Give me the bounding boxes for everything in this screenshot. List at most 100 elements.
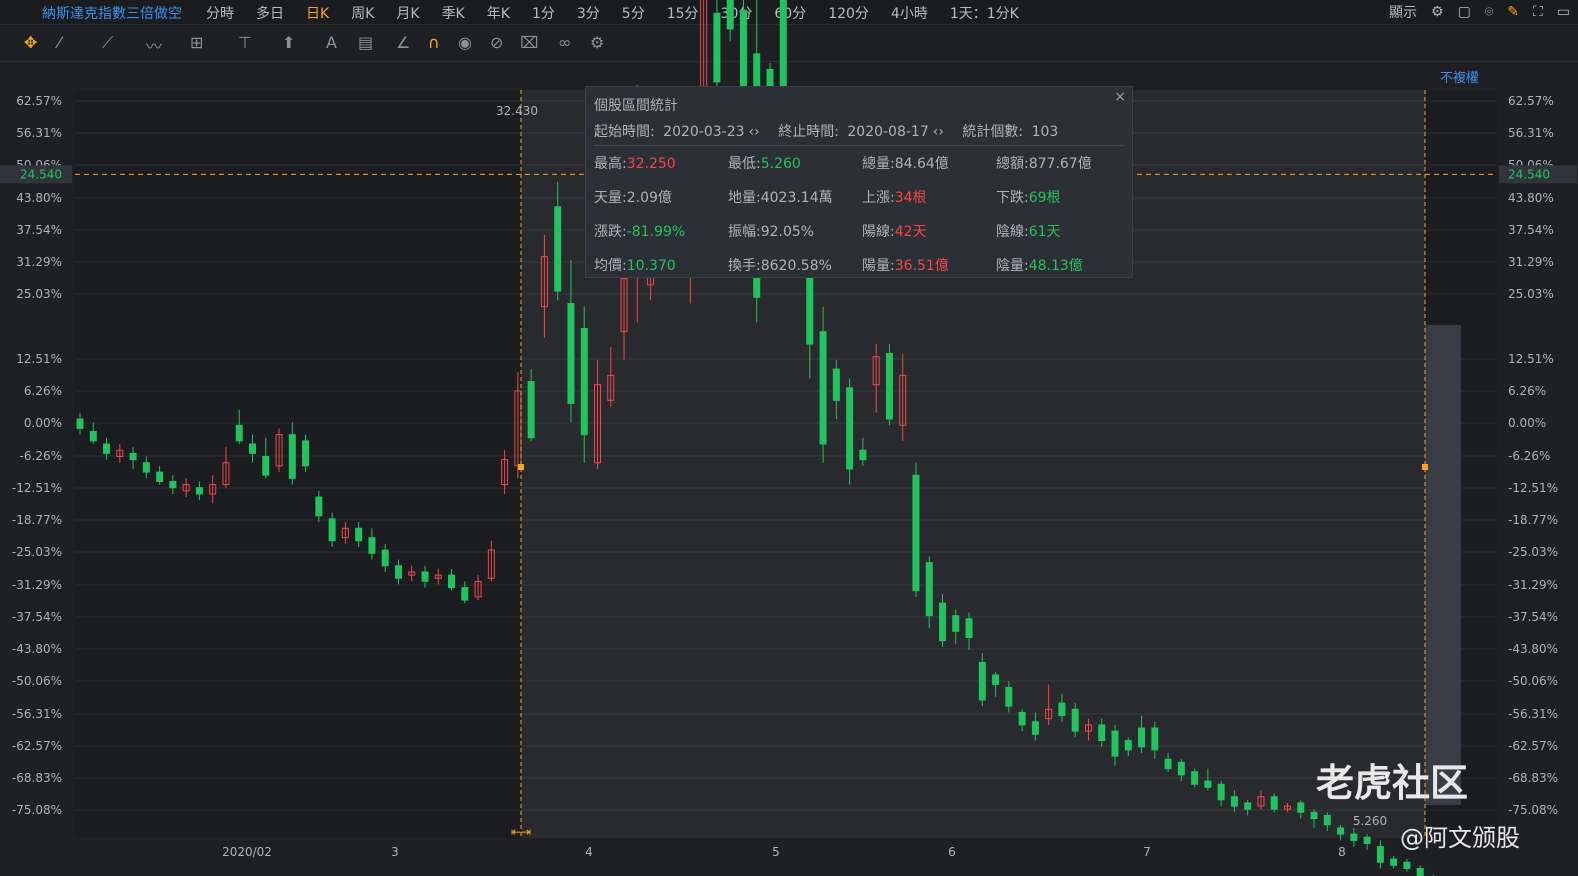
end-value[interactable]: 2020-08-17 bbox=[847, 124, 929, 140]
stat-value: 92.05% bbox=[760, 224, 815, 240]
stat-cell: 下跌:69根 bbox=[996, 187, 1061, 207]
candle-body bbox=[222, 462, 230, 486]
no-adjust-toggle[interactable]: 不複權 bbox=[1440, 71, 1480, 86]
comment-icon[interactable]: ▤ bbox=[358, 33, 374, 52]
candle-body bbox=[1403, 861, 1411, 869]
stat-value: -81.99% bbox=[626, 224, 686, 240]
tab-14[interactable]: 4小時 bbox=[890, 6, 928, 22]
stat-value: 36.51億 bbox=[894, 258, 949, 274]
stat-value: 10.370 bbox=[626, 258, 676, 274]
tab-5[interactable]: 季K bbox=[441, 6, 465, 22]
stat-cell: 天量:2.09億 bbox=[594, 187, 672, 207]
close-icon[interactable]: × bbox=[1114, 89, 1126, 105]
arrow-up-icon[interactable]: ⬆ bbox=[282, 33, 296, 52]
candle-body bbox=[832, 368, 840, 401]
stat-value: 5.260 bbox=[760, 156, 801, 172]
polyline-icon[interactable]: ⟋ bbox=[102, 33, 114, 52]
tab-9[interactable]: 5分 bbox=[621, 6, 645, 22]
camera-icon[interactable]: ⌾ bbox=[1484, 4, 1494, 20]
candle-body bbox=[846, 387, 854, 470]
candle-body bbox=[501, 459, 509, 486]
y-tick-label-right: -18.77% bbox=[1508, 513, 1558, 527]
y-tick-label-right: 43.80% bbox=[1508, 191, 1554, 205]
tab-13[interactable]: 120分 bbox=[828, 6, 869, 22]
stat-cell: 換手:8620.58% bbox=[728, 255, 832, 275]
ruler-icon[interactable]: ⊞ bbox=[190, 33, 204, 52]
link-icon[interactable]: ∞ bbox=[558, 33, 572, 52]
low-marker: 5.260 bbox=[1353, 814, 1387, 828]
trash-icon[interactable]: ⌧ bbox=[520, 33, 539, 52]
tab-15[interactable]: 1天：1分K bbox=[949, 6, 1019, 22]
candle-body bbox=[952, 615, 960, 632]
y-tick-label-right: -68.83% bbox=[1508, 771, 1558, 785]
price-tag-right bbox=[1499, 165, 1577, 184]
candle-body bbox=[1138, 727, 1146, 748]
candle-body bbox=[580, 328, 588, 436]
y-tick-label-left: 25.03% bbox=[16, 287, 62, 301]
range-stats-panel: 個股區間統計 × 起始時間: 2020-03-23 ‹› 終止時間: 2020-0… bbox=[585, 86, 1133, 278]
square-icon[interactable]: ▢ bbox=[1457, 4, 1471, 20]
eye-icon[interactable]: ◉ bbox=[458, 33, 472, 52]
candle-body bbox=[1018, 711, 1026, 726]
candle-body bbox=[912, 474, 920, 592]
text-icon[interactable]: A bbox=[326, 33, 337, 52]
candle-body bbox=[620, 278, 628, 333]
hide-icon[interactable]: ⊘ bbox=[490, 33, 504, 52]
tab-8[interactable]: 3分 bbox=[576, 6, 600, 22]
candle-body bbox=[1045, 708, 1053, 720]
candle-body bbox=[275, 434, 283, 467]
candle-body bbox=[1217, 783, 1225, 801]
candle-body bbox=[859, 449, 867, 461]
display-menu[interactable]: 顯示 bbox=[1389, 5, 1418, 21]
fullscreen-icon[interactable]: ⛶ bbox=[1532, 4, 1543, 20]
text-position-icon[interactable]: ⊤ bbox=[238, 33, 252, 52]
candle-body bbox=[1416, 867, 1424, 876]
stat-label: 陰線: bbox=[996, 224, 1029, 240]
settings-icon[interactable]: ⚙ bbox=[590, 33, 605, 52]
candle-body bbox=[527, 381, 535, 439]
line-icon[interactable]: ⁄ bbox=[58, 33, 61, 52]
window-icon[interactable]: ▭ bbox=[1556, 4, 1570, 20]
stat-label: 地量: bbox=[728, 190, 761, 206]
drawing-toolbar: ✥ ⁄ ⟋ 〰 ⊞ ⊤ ⬆ A ▤ ∠ ∩ ◉ ⊘ ⌧ ∞ ⚙ bbox=[0, 25, 1578, 62]
x-tick-label: 6 bbox=[948, 845, 956, 859]
wave-icon[interactable]: 〰 bbox=[146, 37, 163, 56]
y-tick-label-right: 31.29% bbox=[1508, 255, 1554, 269]
pencil-icon[interactable]: ✎ bbox=[1507, 4, 1519, 20]
candle-body bbox=[965, 618, 973, 639]
count-value: 103 bbox=[1031, 124, 1059, 140]
divider bbox=[594, 145, 1124, 146]
y-tick-label-left: -62.57% bbox=[12, 739, 62, 753]
stat-cell: 最低:5.260 bbox=[728, 153, 801, 173]
candle-body bbox=[872, 356, 880, 386]
candle-body bbox=[939, 602, 946, 642]
y-tick-label-left: -31.29% bbox=[12, 578, 62, 592]
start-value[interactable]: 2020-03-23 bbox=[663, 124, 745, 140]
tab-1[interactable]: 多日 bbox=[256, 6, 284, 22]
candle-body bbox=[302, 440, 310, 467]
tab-6[interactable]: 年K bbox=[486, 6, 510, 22]
y-tick-label-right: -56.31% bbox=[1508, 707, 1558, 721]
tab-2[interactable]: 日K bbox=[306, 6, 330, 22]
candle-body bbox=[288, 434, 296, 479]
tab-4[interactable]: 月K bbox=[396, 6, 420, 22]
instrument-title[interactable]: 納斯達克指數三倍做空 bbox=[42, 6, 182, 22]
magnet-icon[interactable]: ∩ bbox=[428, 33, 440, 52]
candle-body bbox=[594, 384, 601, 464]
stat-cell: 陽線:42天 bbox=[862, 221, 927, 241]
gear-icon[interactable]: ⚙ bbox=[1431, 4, 1444, 20]
high-marker: 32.430 bbox=[496, 104, 538, 118]
tab-3[interactable]: 周K bbox=[351, 6, 375, 22]
chevrons-icon[interactable]: ‹› bbox=[748, 124, 760, 140]
move-icon[interactable]: ✥ bbox=[24, 33, 38, 52]
stat-label: 陽量: bbox=[862, 258, 895, 274]
chevrons-icon[interactable]: ‹› bbox=[932, 124, 944, 140]
tab-0[interactable]: 分時 bbox=[206, 6, 234, 22]
y-tick-label-left: 31.29% bbox=[16, 255, 62, 269]
stat-label: 均價: bbox=[594, 258, 627, 274]
candle-body bbox=[978, 661, 986, 701]
tab-10[interactable]: 15分 bbox=[666, 6, 699, 22]
candle-body bbox=[540, 256, 548, 308]
tab-7[interactable]: 1分 bbox=[531, 6, 555, 22]
angle-icon[interactable]: ∠ bbox=[396, 33, 411, 52]
